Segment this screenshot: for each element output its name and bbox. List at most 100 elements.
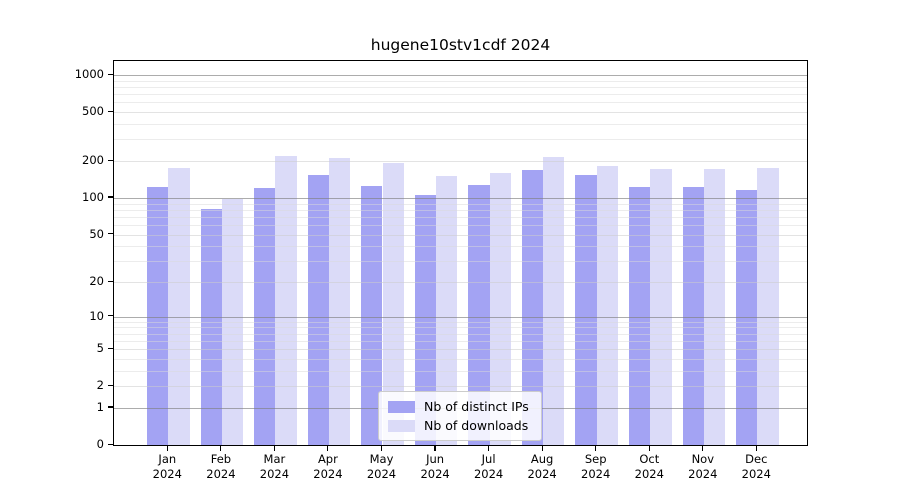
bar-nb-of-distinct-ips-mar — [254, 188, 276, 445]
y-tick-label-2: 2 — [96, 378, 104, 393]
x-tick-feb — [220, 446, 222, 451]
bar-nb-of-downloads-jun — [436, 175, 458, 445]
gridline-2 — [114, 386, 807, 388]
plot-area — [113, 60, 808, 446]
x-tick-year-may: 2024 — [366, 467, 397, 481]
bar-nb-of-downloads-dec — [757, 168, 779, 445]
legend-label-downloads: Nb of downloads — [424, 418, 529, 433]
x-tick-year-feb: 2024 — [206, 467, 236, 481]
gridline-6 — [114, 340, 807, 342]
legend-entry-downloads: Nb of downloads — [388, 416, 529, 435]
x-tick-year-sep: 2024 — [581, 467, 611, 481]
bar-nb-of-distinct-ips-jan — [147, 186, 169, 445]
gridline-80 — [114, 209, 807, 211]
bar-nb-of-downloads-sep — [596, 165, 618, 445]
x-tick-apr — [327, 446, 329, 451]
y-tick-100 — [108, 196, 113, 198]
gridline-100 — [114, 197, 807, 199]
y-tick-10 — [108, 315, 113, 317]
x-tick-label-jan: Jan 2024 — [140, 452, 194, 482]
gridline-900 — [114, 80, 807, 82]
y-tick-label-500: 500 — [82, 104, 104, 119]
gridline-1000 — [114, 75, 807, 76]
legend-swatch-downloads — [388, 419, 415, 432]
bar-nb-of-distinct-ips-feb — [200, 209, 222, 445]
bar-nb-of-distinct-ips-jun — [414, 195, 437, 445]
x-tick-month-aug: Aug — [530, 452, 554, 466]
y-tick-label-10: 10 — [89, 308, 104, 323]
bar-nb-of-distinct-ips-sep — [575, 175, 597, 445]
y-tick-1000 — [108, 73, 113, 75]
x-tick-month-jan: Jan — [158, 452, 177, 466]
x-tick-month-dec: Dec — [745, 452, 768, 466]
x-tick-sep — [595, 446, 597, 451]
x-tick-year-jun: 2024 — [420, 467, 450, 481]
bar-nb-of-downloads-apr — [328, 158, 351, 445]
x-tick-month-jun: Jun — [426, 452, 445, 466]
gridline-90 — [114, 203, 807, 205]
bar-nb-of-downloads-mar — [275, 155, 297, 445]
bar-nb-of-downloads-jan — [168, 167, 190, 445]
bar-nb-of-downloads-aug — [543, 157, 565, 445]
gridline-700 — [114, 94, 807, 96]
x-tick-year-jan: 2024 — [152, 467, 182, 481]
y-tick-500 — [108, 110, 113, 112]
legend-label-distinct-ips: Nb of distinct IPs — [424, 399, 529, 414]
x-tick-label-may: May 2024 — [355, 452, 409, 482]
y-tick-label-20: 20 — [89, 274, 104, 288]
y-tick-1 — [108, 406, 113, 408]
x-tick-year-aug: 2024 — [527, 467, 557, 481]
bar-nb-of-distinct-ips-may — [361, 185, 383, 445]
y-tick-label-50: 50 — [89, 226, 104, 241]
x-tick-year-jul: 2024 — [473, 467, 504, 481]
x-tick-may — [380, 446, 383, 451]
gridline-200 — [114, 161, 807, 162]
legend-swatch-distinct-ips — [388, 400, 415, 413]
gridline-10 — [114, 316, 807, 318]
x-tick-nov — [702, 446, 704, 451]
y-tick-label-1: 1 — [96, 399, 104, 414]
gridline-300 — [114, 139, 807, 141]
x-tick-jul — [488, 446, 490, 451]
y-tick-label-0: 0 — [96, 437, 104, 451]
gridline-60 — [114, 224, 807, 226]
y-tick-label-200: 200 — [82, 153, 104, 167]
x-tick-year-mar: 2024 — [259, 467, 290, 481]
bar-nb-of-distinct-ips-jul — [468, 184, 490, 445]
gridline-7 — [114, 333, 807, 335]
legend-entry-distinct-ips: Nb of distinct IPs — [388, 397, 529, 416]
gridline-50 — [114, 234, 807, 236]
x-tick-month-mar: Mar — [263, 452, 286, 466]
x-tick-year-dec: 2024 — [741, 467, 771, 481]
x-tick-year-apr: 2024 — [313, 467, 343, 481]
x-tick-label-sep: Sep 2024 — [569, 452, 623, 482]
gridline-70 — [114, 216, 807, 218]
x-tick-label-aug: Aug 2024 — [515, 452, 569, 482]
x-tick-year-nov: 2024 — [688, 467, 718, 481]
y-tick-20 — [108, 280, 113, 282]
bar-nb-of-downloads-jul — [489, 173, 511, 445]
x-tick-label-jul: Jul 2024 — [462, 452, 516, 482]
gridline-30 — [114, 261, 807, 263]
gridline-9 — [114, 321, 807, 323]
x-tick-label-jun: Jun 2024 — [408, 452, 462, 482]
x-tick-dec — [755, 446, 757, 451]
y-tick-5 — [108, 347, 113, 349]
y-tick-2 — [108, 384, 113, 386]
x-tick-month-nov: Nov — [691, 452, 715, 466]
x-tick-oct — [648, 446, 650, 451]
gridline-8 — [114, 327, 807, 329]
bar-nb-of-distinct-ips-oct — [629, 187, 651, 445]
x-tick-jun — [434, 446, 436, 451]
bar-nb-of-distinct-ips-aug — [521, 170, 544, 445]
gridline-600 — [114, 102, 807, 104]
y-tick-200 — [108, 159, 113, 161]
x-tick-label-oct: Oct 2024 — [622, 452, 676, 482]
gridline-800 — [114, 87, 807, 88]
x-tick-label-mar: Mar 2024 — [247, 452, 301, 482]
x-tick-month-jul: Jul — [481, 452, 496, 466]
x-tick-jan — [166, 446, 168, 451]
x-tick-month-feb: Feb — [210, 452, 232, 466]
x-tick-month-oct: Oct — [639, 452, 660, 466]
